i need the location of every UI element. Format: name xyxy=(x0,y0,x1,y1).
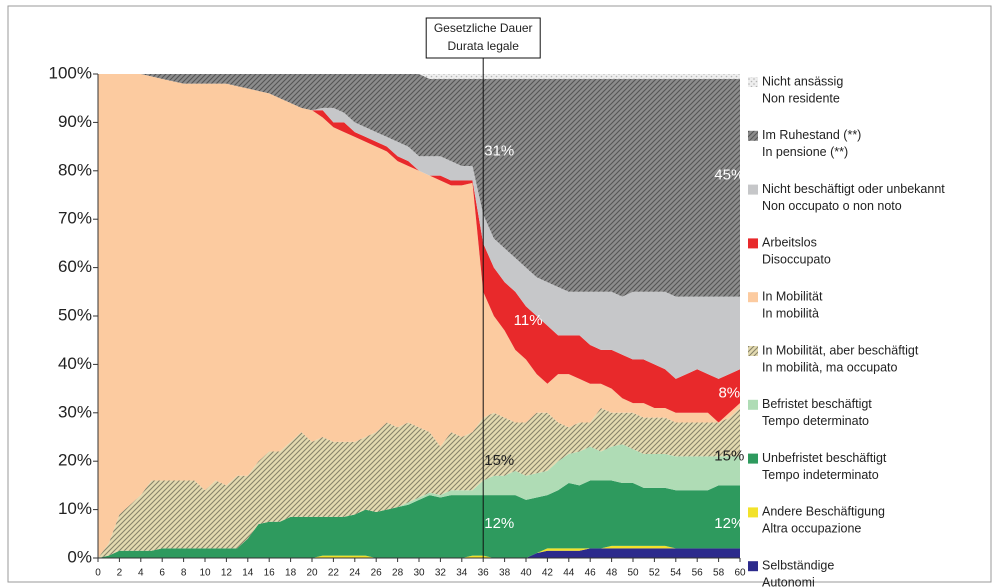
annotation: 12% xyxy=(484,515,514,532)
annotation: 11% xyxy=(514,312,543,329)
marker-label: Durata legale xyxy=(448,39,520,53)
y-tick-label: 40% xyxy=(58,354,92,373)
area xyxy=(98,407,740,558)
legend-label: Tempo determinato xyxy=(762,414,869,428)
legend-label: Non residente xyxy=(762,91,840,105)
x-tick-label: 58 xyxy=(713,568,725,579)
legend-label: Selbständige xyxy=(762,558,834,572)
area xyxy=(98,74,740,558)
overlay: 0%10%20%30%40%50%60%70%80%90%100%0 2 4 6 8 10… xyxy=(49,17,945,588)
area xyxy=(98,74,740,297)
marker-box xyxy=(425,17,541,59)
legend-label: Altra occupazione xyxy=(762,522,861,536)
y-tick-label: 50% xyxy=(58,305,92,324)
y-tick-label: 90% xyxy=(58,112,92,131)
x-tick-label: 14 xyxy=(242,568,254,579)
x-tick-label: 28 xyxy=(392,568,404,579)
legend-swatch xyxy=(748,184,758,195)
legend-label: Nicht beschäftigt oder unbekannt xyxy=(762,182,945,196)
legend-label: Andere Beschäftigung xyxy=(762,505,885,519)
x-tick-label: 18 xyxy=(285,568,297,579)
legend-swatch xyxy=(748,346,758,356)
frame xyxy=(7,5,992,583)
legend-swatch xyxy=(748,130,758,141)
x-tick-label: 22 xyxy=(328,568,340,579)
legend-label: Unbefristet beschäftigt xyxy=(762,451,887,465)
x-tick-label: 46 xyxy=(585,568,597,579)
x-tick-label: 30 xyxy=(413,568,425,579)
legend-label: In mobilità xyxy=(762,306,819,320)
y-tick-label: 70% xyxy=(58,209,92,228)
marker-label: Gesetzliche Dauer xyxy=(434,21,533,35)
x-tick-label: 40 xyxy=(520,568,532,579)
x-tick-label: 52 xyxy=(649,568,661,579)
x-tick-label: 38 xyxy=(499,568,511,579)
legend-label: In mobilità, ma occupato xyxy=(762,360,898,374)
annotation: 45% xyxy=(714,167,744,184)
area xyxy=(98,444,740,558)
x-tick-label: 16 xyxy=(264,568,276,579)
legend-label: Nicht ansässig xyxy=(762,74,843,88)
annotation: 12% xyxy=(714,515,744,532)
x-tick-label: 12 xyxy=(221,568,233,579)
legend-label: Non occupato o non noto xyxy=(762,199,902,213)
x-tick-label: 8 xyxy=(181,568,187,579)
legend-label: In Mobilität xyxy=(762,289,823,303)
x-tick-label: 0 xyxy=(95,568,101,579)
y-tick-label: 10% xyxy=(58,499,92,518)
areas xyxy=(98,74,740,558)
area xyxy=(98,74,740,379)
x-tick-label: 32 xyxy=(435,568,447,579)
legend-swatch xyxy=(748,292,758,303)
x-tick-label: 26 xyxy=(371,568,383,579)
x-tick-label: 24 xyxy=(349,568,361,579)
legend-label: Disoccupato xyxy=(762,253,831,267)
x-tick-label: 10 xyxy=(199,568,211,579)
x-tick-label: 2 xyxy=(117,568,123,579)
legend-swatch xyxy=(748,507,758,518)
x-tick-label: 54 xyxy=(670,568,682,579)
area xyxy=(98,74,740,423)
legend-swatch xyxy=(748,561,758,572)
area xyxy=(98,545,740,558)
y-tick-label: 0% xyxy=(67,547,92,566)
area xyxy=(98,480,740,558)
x-tick-label: 20 xyxy=(306,568,318,579)
legend-swatch xyxy=(748,453,758,464)
legend-label: In pensione (**) xyxy=(762,145,848,159)
x-tick-label: 60 xyxy=(734,568,746,579)
x-tick-label: 34 xyxy=(456,568,468,579)
x-tick-label: 56 xyxy=(692,568,704,579)
legend-label: Im Ruhestand (**) xyxy=(762,128,861,142)
annotation: 15% xyxy=(484,452,514,469)
legend-label: Tempo indeterminato xyxy=(762,468,879,482)
annotation: 15% xyxy=(714,447,744,464)
legend-swatch xyxy=(748,77,758,87)
x-tick-label: 44 xyxy=(563,568,575,579)
area xyxy=(98,74,740,79)
legend-label: In Mobilität, aber beschäftigt xyxy=(762,343,919,357)
x-tick-label: 36 xyxy=(478,568,490,579)
y-tick-label: 30% xyxy=(58,402,92,421)
legend-label: Autonomi xyxy=(762,575,815,588)
y-tick-label: 20% xyxy=(58,451,92,470)
x-tick-label: 6 xyxy=(159,568,165,579)
x-tick-label: 50 xyxy=(627,568,639,579)
annotation: 31% xyxy=(484,142,514,159)
annotation: 8% xyxy=(718,384,740,401)
legend-label: Arbeitslos xyxy=(762,236,817,250)
legend-swatch xyxy=(748,238,758,249)
x-tick-label: 48 xyxy=(606,568,618,579)
legend-swatch xyxy=(748,399,758,410)
y-tick-label: 100% xyxy=(49,63,92,82)
legend-label: Befristet beschäftigt xyxy=(762,397,872,411)
y-tick-label: 60% xyxy=(58,257,92,276)
x-tick-label: 4 xyxy=(138,568,144,579)
y-tick-label: 80% xyxy=(58,160,92,179)
x-tick-label: 42 xyxy=(542,568,554,579)
